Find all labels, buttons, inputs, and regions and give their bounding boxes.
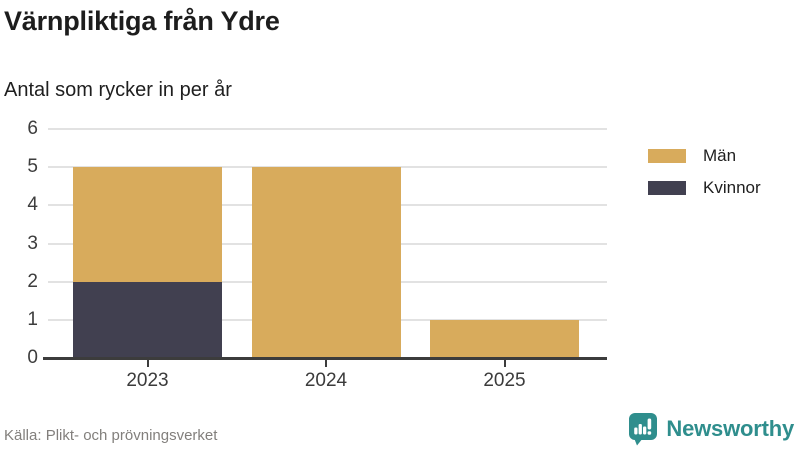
y-tick-label: 6 bbox=[27, 118, 38, 139]
x-axis-tick bbox=[325, 360, 327, 367]
newsworthy-logo: Newsworthy bbox=[628, 412, 794, 446]
x-axis-tick bbox=[146, 360, 149, 367]
legend-item-kvinnor: Kvinnor bbox=[648, 178, 761, 198]
y-tick-label: 5 bbox=[27, 156, 38, 178]
legend-item-män: Män bbox=[648, 146, 761, 166]
legend-label: Män bbox=[703, 146, 737, 165]
legend-swatch-kvinnor bbox=[648, 181, 686, 195]
x-tick-label: 2024 bbox=[304, 370, 348, 391]
y-tick-label: 2 bbox=[27, 270, 38, 292]
y-tick-label: 1 bbox=[27, 308, 38, 330]
bar-segment-män-2024 bbox=[251, 167, 401, 358]
bar-segment-kvinnor-2023 bbox=[73, 281, 222, 358]
source-note: Källa: Plikt- och prövningsverket bbox=[4, 427, 218, 444]
legend-swatch-män bbox=[648, 149, 686, 163]
legend: Män Kvinnor bbox=[648, 146, 761, 210]
x-tick-label: 2025 bbox=[483, 370, 526, 391]
newsworthy-bubble-chart-icon bbox=[629, 413, 658, 446]
legend-label: Kvinnor bbox=[703, 178, 761, 197]
bar-segment-män-2023 bbox=[73, 167, 222, 282]
newsworthy-logo-text: Newsworthy bbox=[666, 416, 794, 441]
x-axis-tick bbox=[503, 360, 506, 367]
y-tick-label: 3 bbox=[27, 232, 38, 254]
chart-title: Värnpliktiga från Ydre bbox=[4, 6, 280, 36]
x-tick-label: 2023 bbox=[126, 370, 169, 391]
y-tick-label: 4 bbox=[27, 194, 38, 216]
y-tick-label: 0 bbox=[27, 347, 38, 368]
x-axis-line bbox=[43, 357, 607, 360]
gridline-y6 bbox=[48, 128, 607, 130]
chart-subtitle: Antal som rycker in per år bbox=[4, 79, 232, 101]
bar-segment-män-2025 bbox=[430, 319, 579, 358]
